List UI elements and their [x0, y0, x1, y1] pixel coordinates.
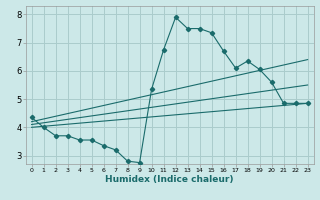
X-axis label: Humidex (Indice chaleur): Humidex (Indice chaleur) [105, 175, 234, 184]
